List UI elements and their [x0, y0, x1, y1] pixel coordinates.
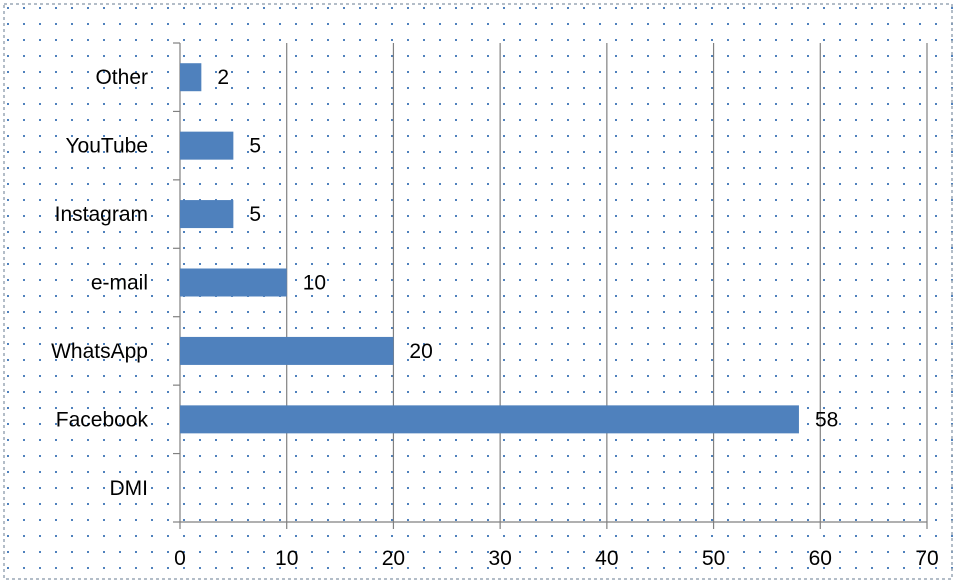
x-tick-label: 30	[488, 547, 511, 570]
x-tick-label: 0	[174, 547, 186, 570]
category-label: DMI	[110, 477, 149, 500]
x-tick-label: 60	[809, 547, 832, 570]
category-label: Other	[95, 66, 148, 89]
data-label: 20	[409, 340, 432, 363]
x-tick-label: 70	[915, 547, 938, 570]
data-label: 5	[249, 203, 261, 226]
x-tick-label: 40	[595, 547, 618, 570]
category-label: YouTube	[65, 135, 148, 158]
data-label: 58	[815, 408, 838, 431]
category-label: WhatsApp	[51, 340, 148, 363]
bars	[180, 63, 799, 434]
category-label: Instagram	[55, 203, 148, 226]
bar-youtube	[180, 131, 234, 160]
gridlines	[286, 43, 928, 522]
category-label: e-mail	[91, 272, 148, 295]
x-tick-label: 10	[275, 547, 298, 570]
data-label: 5	[249, 135, 261, 158]
data-label: 10	[303, 272, 326, 295]
category-label: Facebook	[56, 408, 149, 431]
bar-e-mail	[180, 268, 287, 297]
labels: 0 10 20 30 40 50 60 70 DMI Facebook 58 WhatsApp 20 e-…	[51, 66, 939, 570]
x-tick-label: 50	[702, 547, 725, 570]
bar-other	[180, 63, 202, 92]
x-tick-label: 20	[382, 547, 405, 570]
data-label: 2	[217, 66, 229, 89]
bar-whatsapp	[180, 336, 394, 365]
chart-border	[3, 3, 953, 580]
bar-instagram	[180, 200, 234, 229]
bar-facebook	[180, 405, 799, 434]
